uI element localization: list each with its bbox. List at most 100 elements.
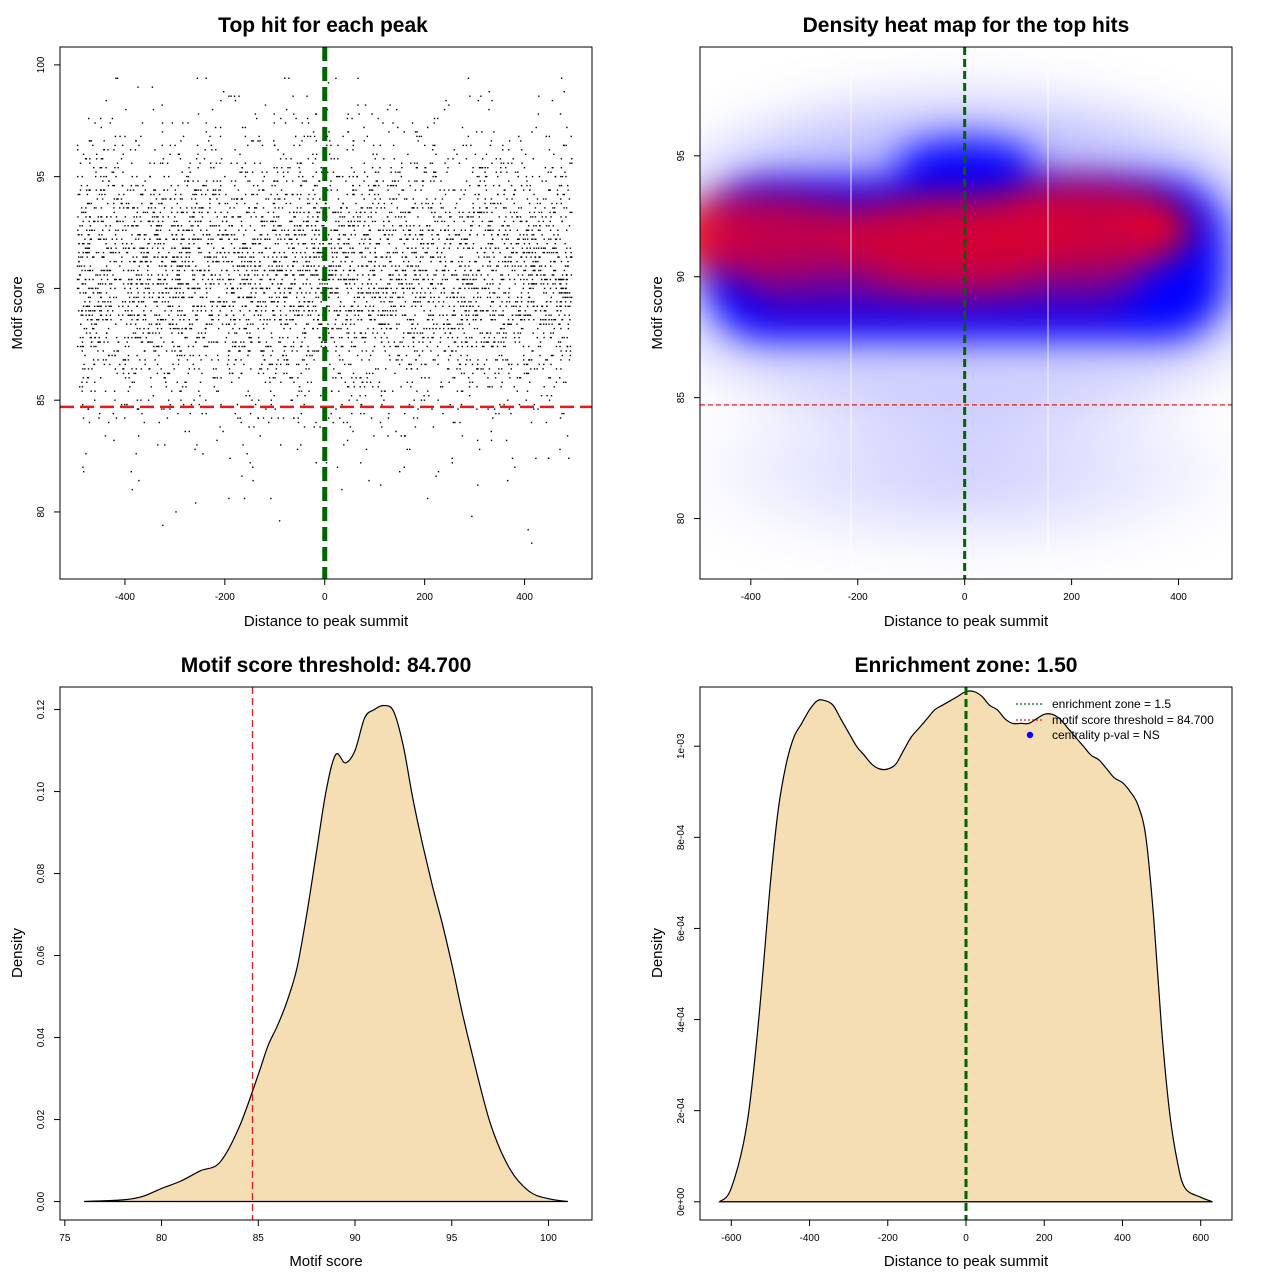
- scatter-point: [177, 283, 179, 285]
- scatter-point: [431, 162, 434, 164]
- scatter-point: [505, 305, 507, 307]
- scatter-point: [446, 278, 448, 281]
- scatter-point: [284, 274, 287, 276]
- scatter-point: [406, 198, 408, 200]
- scatter-point: [464, 243, 467, 245]
- scatter-point: [499, 158, 502, 160]
- scatter-point: [201, 207, 203, 209]
- scatter-point: [388, 251, 390, 254]
- scatter-point: [265, 341, 268, 343]
- scatter-point: [160, 327, 163, 330]
- scatter-point: [347, 256, 349, 258]
- scatter-point: [521, 319, 523, 321]
- scatter-point: [201, 372, 203, 375]
- scatter-point: [285, 363, 288, 366]
- scatter-point: [193, 278, 195, 281]
- scatter-point: [479, 310, 482, 312]
- scatter-point: [291, 180, 294, 182]
- scatter-point: [229, 350, 231, 352]
- scatter-point: [403, 332, 405, 334]
- scatter-point: [457, 408, 459, 410]
- scatter-point: [532, 269, 534, 272]
- scatter-point: [187, 229, 189, 231]
- scatter-point: [566, 265, 568, 267]
- scatter-point: [294, 278, 296, 281]
- scatter-point: [410, 368, 412, 370]
- scatter-point: [487, 386, 489, 388]
- scatter-point: [348, 225, 350, 227]
- scatter-point: [434, 198, 437, 200]
- scatter-point: [205, 296, 208, 299]
- scatter-point: [533, 319, 535, 321]
- scatter-point: [327, 323, 329, 325]
- scatter-point: [144, 359, 146, 361]
- scatter-point: [343, 216, 346, 218]
- scatter-point: [522, 345, 525, 348]
- scatter-x-axis: -400 -200 0 200 400: [115, 579, 533, 603]
- scatter-point: [372, 153, 374, 155]
- scatter-point: [292, 260, 295, 263]
- scatter-point: [150, 260, 152, 263]
- scatter-point: [81, 381, 83, 383]
- scatter-point: [353, 345, 355, 348]
- scatter-point: [499, 251, 501, 254]
- scatter-point: [111, 117, 114, 120]
- x-tick-label: 0: [322, 592, 328, 603]
- scatter-point: [82, 283, 84, 285]
- scatter-point: [161, 274, 164, 276]
- scatter-point: [309, 256, 312, 258]
- scatter-point: [343, 234, 345, 236]
- scatter-point: [421, 332, 424, 334]
- scatter-point: [187, 372, 189, 375]
- scatter-point: [571, 162, 573, 164]
- scatter-point: [226, 314, 228, 316]
- scatter-point: [550, 260, 552, 263]
- scatter-point: [102, 220, 104, 223]
- scatter-point: [85, 251, 87, 254]
- scatter-point: [491, 211, 493, 214]
- scatter-point: [536, 202, 539, 205]
- scatter-point: [566, 336, 568, 339]
- scatter-point: [396, 323, 398, 325]
- scatter-point: [428, 377, 430, 379]
- scatter-point: [442, 269, 444, 272]
- scatter-point: [477, 484, 479, 486]
- scatter-point: [554, 319, 556, 321]
- scatter-point: [320, 292, 322, 294]
- scatter-point: [105, 265, 108, 267]
- scatter-point: [527, 529, 529, 531]
- scatter-point: [298, 234, 300, 236]
- scatter-point: [127, 207, 129, 209]
- scatter-point: [561, 274, 564, 276]
- scatter-point: [534, 260, 537, 263]
- scatter-point: [337, 175, 339, 178]
- scatter-point: [358, 184, 361, 187]
- scatter-point: [353, 171, 355, 173]
- scatter-point: [88, 220, 90, 223]
- scatter-point: [380, 395, 383, 397]
- scatter-panel: Top hit for each peak -400 -200 0 200 400 80…: [9, 14, 593, 630]
- scatter-point: [513, 278, 516, 281]
- scatter-point: [483, 372, 486, 375]
- scatter-point: [120, 319, 122, 321]
- scatter-point: [314, 225, 317, 227]
- scatter-point: [475, 319, 477, 321]
- scatter-point: [244, 202, 246, 205]
- scatter-point: [342, 269, 345, 272]
- scatter-point: [190, 296, 192, 299]
- scatter-point: [279, 292, 281, 294]
- scatter-point: [424, 296, 426, 299]
- scatter-point: [99, 167, 101, 169]
- scatter-point: [319, 336, 321, 339]
- scatter-point: [198, 403, 200, 406]
- scatter-point: [361, 283, 364, 285]
- scatter-point: [380, 256, 382, 258]
- scatter-point: [130, 292, 132, 294]
- scatter-point: [86, 251, 89, 254]
- scatter-point: [134, 332, 137, 334]
- scatter-point: [271, 296, 273, 299]
- scatter-point: [467, 77, 470, 79]
- scatter-point: [330, 265, 332, 267]
- scatter-point: [492, 283, 494, 285]
- scatter-point: [394, 269, 397, 272]
